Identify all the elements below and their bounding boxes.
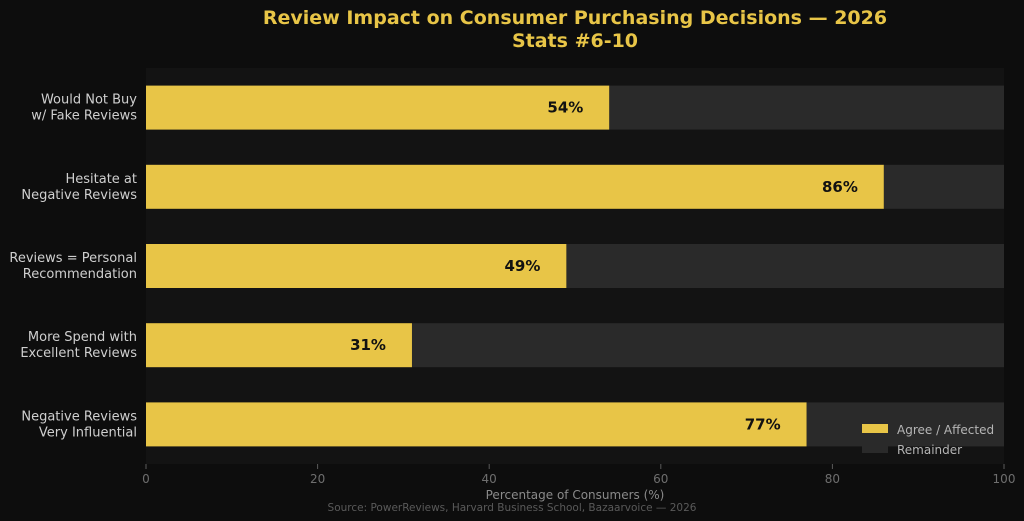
- bar-remainder: [883, 164, 1004, 209]
- bar-agree: [146, 85, 610, 130]
- bar-remainder: [609, 85, 1004, 130]
- bar-agree: [146, 402, 807, 447]
- category-label: Would Not Buy w/ Fake Reviews: [31, 93, 137, 124]
- bar-agree: [146, 323, 412, 368]
- x-tick-label: 100: [993, 472, 1016, 486]
- legend-label-agree: Agree / Affected: [897, 423, 994, 437]
- data-label: 49%: [505, 257, 541, 275]
- bar-agree: [146, 164, 884, 209]
- category-label: Hesitate at Negative Reviews: [21, 172, 137, 203]
- bar-remainder: [806, 402, 1004, 447]
- source-note: Source: PowerReviews, Harvard Business S…: [328, 502, 697, 514]
- x-tick-label: 40: [482, 472, 497, 486]
- x-axis: 0 20 40 60 80 100: [142, 464, 1015, 486]
- bar-agree: [146, 244, 567, 288]
- legend-swatch-agree: [862, 424, 888, 433]
- x-axis-label: Percentage of Consumers (%): [486, 488, 665, 502]
- x-tick-label: 60: [653, 472, 668, 486]
- bar-remainder: [411, 323, 1005, 368]
- legend-label-remainder: Remainder: [897, 443, 962, 457]
- data-label: 31%: [350, 336, 386, 354]
- category-label: More Spend with Excellent Reviews: [20, 330, 137, 361]
- bars-group: 54% 86% 49% 31% 77%: [146, 85, 1005, 447]
- x-tick-label: 20: [310, 472, 325, 486]
- data-label: 54%: [547, 99, 583, 117]
- category-labels: Would Not Buy w/ Fake Reviews Hesitate at N…: [9, 93, 137, 441]
- chart-subtitle: Stats #6-10: [512, 30, 638, 52]
- bar-remainder: [566, 244, 1004, 288]
- legend: Agree / Affected Remainder: [862, 423, 994, 457]
- legend-swatch-remainder: [862, 444, 888, 453]
- x-tick-label: 0: [142, 472, 150, 486]
- data-label: 86%: [822, 178, 858, 196]
- chart-title: Review Impact on Consumer Purchasing Dec…: [263, 7, 887, 29]
- x-tick-label: 80: [825, 472, 840, 486]
- category-label: Negative Reviews Very Influential: [21, 409, 137, 440]
- category-label: Reviews = Personal Recommendation: [9, 251, 137, 282]
- data-label: 77%: [745, 415, 781, 433]
